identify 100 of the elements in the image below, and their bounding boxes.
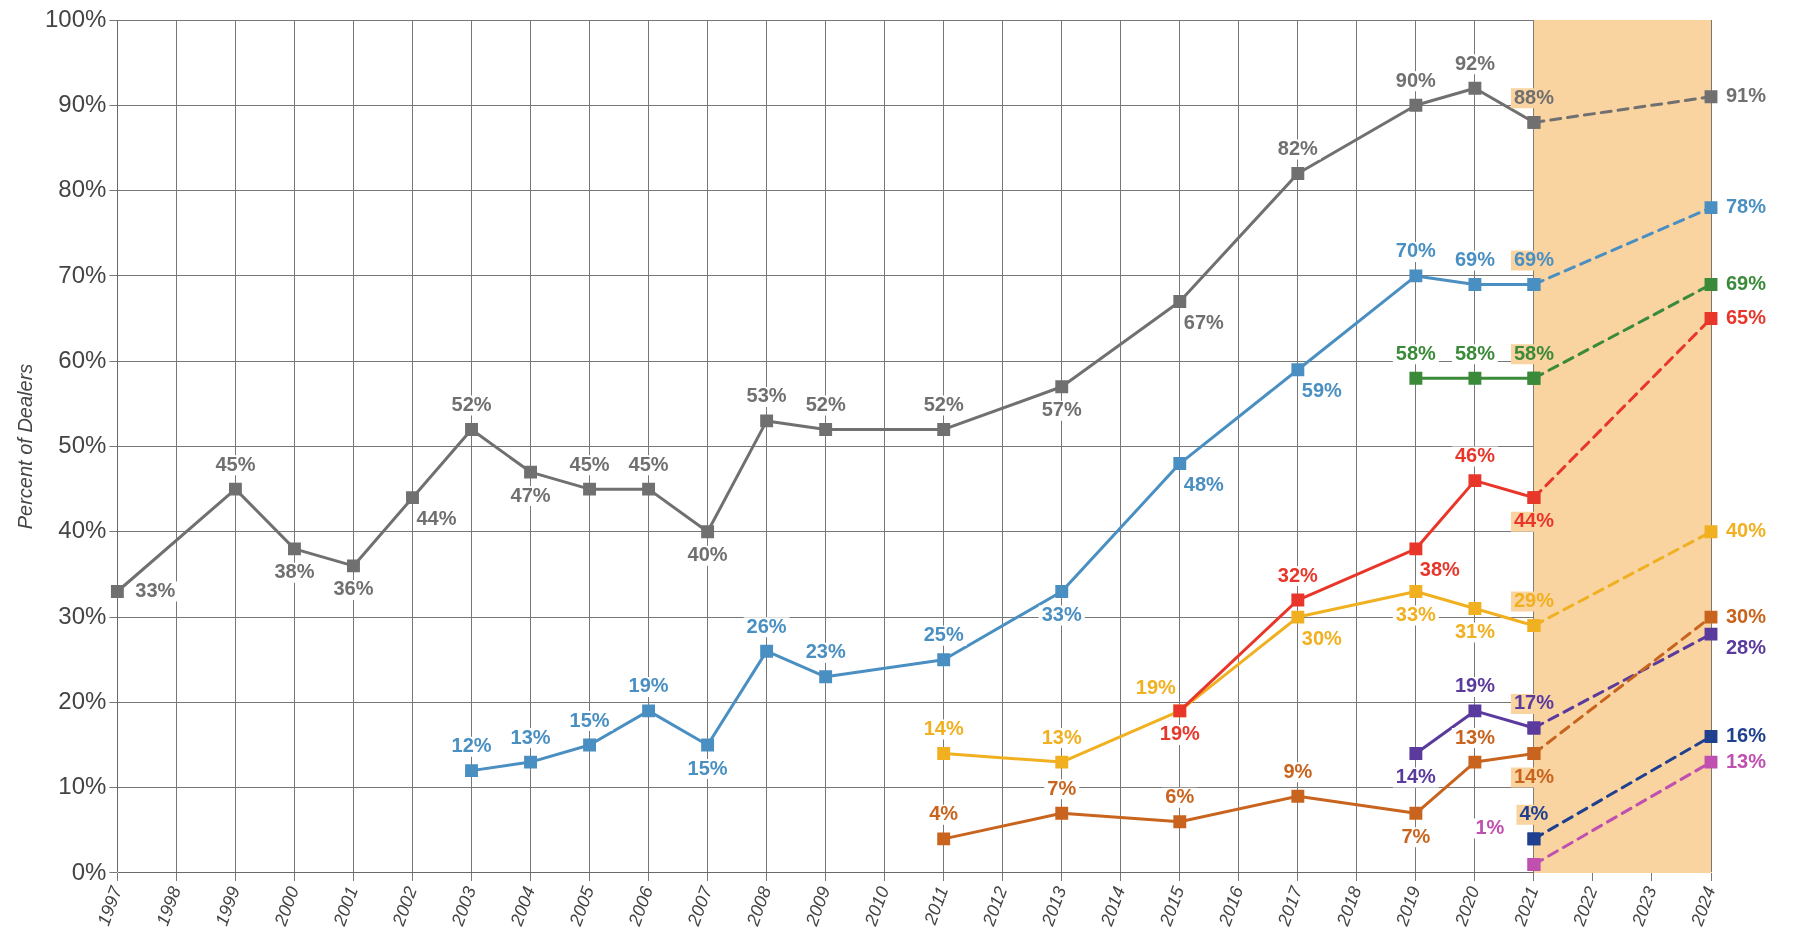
data-label: 33%: [1395, 603, 1437, 626]
x-tick-label: 2002: [388, 883, 421, 930]
data-label: 13%: [1454, 725, 1496, 748]
data-label: 69%: [1726, 271, 1767, 294]
data-label: 19%: [628, 674, 669, 697]
data-label: 48%: [1183, 473, 1225, 496]
y-tick-label: 90%: [58, 89, 107, 117]
x-tick-label: 2013: [1037, 883, 1071, 930]
x-tick-label: 2016: [1214, 882, 1248, 930]
x-tick-label: 2022: [1568, 883, 1602, 930]
data-label: 45%: [628, 452, 669, 475]
data-label: 52%: [451, 392, 492, 415]
x-tick-label: 1998: [152, 883, 185, 929]
x-tick-label: 2014: [1096, 883, 1130, 930]
data-label: 65%: [1726, 306, 1767, 329]
data-label: 88%: [1513, 85, 1555, 108]
x-tick-label: 2024: [1686, 883, 1720, 930]
data-label: 33%: [135, 579, 176, 602]
data-label: 45%: [215, 452, 256, 475]
data-label: 58%: [1513, 341, 1555, 364]
data-label: 33%: [1041, 603, 1082, 626]
data-label: 14%: [1395, 765, 1437, 788]
x-tick-label: 1999: [211, 883, 244, 929]
data-label: 52%: [805, 392, 846, 415]
x-tick-label: 2004: [506, 883, 539, 930]
data-label: 7%: [1401, 824, 1431, 847]
data-label: 92%: [1454, 51, 1496, 74]
x-tick-label: 2007: [683, 882, 717, 930]
data-label: 29%: [1513, 589, 1555, 612]
data-label: 52%: [923, 392, 964, 415]
data-label: 26%: [746, 614, 787, 637]
y-tick-label: 60%: [58, 345, 107, 373]
x-tick-label: 2015: [1155, 882, 1189, 930]
data-label: 69%: [1454, 247, 1496, 270]
data-label: 38%: [1419, 558, 1461, 581]
y-tick-label: 0%: [71, 857, 107, 885]
data-label: 44%: [1513, 509, 1555, 532]
y-tick-label: 20%: [58, 687, 107, 715]
data-label: 6%: [1165, 785, 1195, 808]
data-label: 53%: [746, 384, 787, 407]
data-label: 28%: [1726, 635, 1767, 658]
data-label: 13%: [510, 725, 551, 748]
data-label: 19%: [1135, 676, 1177, 699]
x-tick-label: 2003: [447, 883, 480, 930]
data-label: 90%: [1395, 68, 1437, 91]
data-label: 59%: [1301, 379, 1343, 402]
data-label: 58%: [1454, 341, 1496, 364]
data-label: 69%: [1513, 247, 1555, 270]
x-tick-label: 2018: [1332, 883, 1366, 930]
data-label: 23%: [805, 640, 846, 663]
data-label: 17%: [1513, 691, 1555, 714]
data-label: 31%: [1454, 620, 1496, 643]
x-tick-label: 2006: [624, 882, 658, 930]
data-label: 47%: [510, 483, 551, 506]
data-label: 91%: [1726, 84, 1767, 107]
data-label: 30%: [1726, 604, 1767, 627]
data-label: 7%: [1047, 776, 1077, 799]
x-tick-label: 2010: [860, 883, 894, 930]
data-label: 40%: [687, 543, 728, 566]
data-label: 4%: [929, 802, 959, 825]
data-label: 12%: [451, 734, 492, 757]
data-label: 13%: [1726, 749, 1767, 772]
data-label: 70%: [1395, 239, 1437, 262]
data-label: 30%: [1301, 626, 1343, 649]
data-label: 1%: [1475, 815, 1505, 838]
x-tick-label: 2005: [565, 882, 599, 930]
x-tick-label: 2019: [1391, 883, 1425, 930]
y-tick-label: 70%: [58, 260, 107, 288]
data-label: 19%: [1159, 722, 1201, 745]
x-tick-label: 2020: [1450, 883, 1484, 930]
y-tick-label: 40%: [58, 516, 107, 544]
x-tick-label: 2012: [978, 883, 1012, 930]
data-label: 57%: [1041, 398, 1082, 421]
data-label: 38%: [274, 560, 315, 583]
data-label: 14%: [923, 717, 964, 740]
data-label: 16%: [1726, 724, 1767, 747]
y-tick-label: 10%: [58, 772, 107, 800]
data-label: 44%: [416, 507, 457, 530]
data-label: 40%: [1726, 519, 1767, 542]
x-tick-label: 2021: [1509, 883, 1543, 930]
data-label: 14%: [1513, 765, 1555, 788]
data-label: 46%: [1454, 444, 1496, 467]
data-label: 19%: [1454, 674, 1496, 697]
data-label: 15%: [687, 756, 728, 779]
x-tick-label: 2011: [919, 883, 953, 929]
data-label: 36%: [333, 577, 374, 600]
data-label: 78%: [1726, 195, 1767, 218]
y-axis-title: Percent of Dealers: [13, 363, 36, 530]
data-label: 67%: [1183, 311, 1225, 333]
y-tick-label: 30%: [58, 601, 107, 629]
data-label: 4%: [1519, 802, 1549, 825]
x-tick-label: 2023: [1627, 883, 1661, 930]
x-tick-label: 2017: [1273, 882, 1307, 930]
data-label: 32%: [1277, 563, 1319, 586]
x-tick-label: 2008: [742, 883, 776, 930]
x-tick-label: 2009: [801, 883, 835, 930]
y-tick-label: 80%: [58, 175, 107, 203]
y-tick-label: 100%: [44, 4, 107, 32]
data-label: 9%: [1283, 759, 1313, 782]
x-tick-label: 1997: [93, 882, 127, 929]
